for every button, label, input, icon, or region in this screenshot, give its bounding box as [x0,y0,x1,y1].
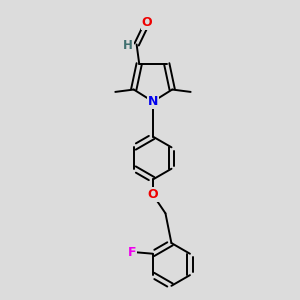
Text: N: N [148,95,158,108]
Text: F: F [128,246,136,259]
Text: O: O [148,188,158,201]
Text: O: O [142,16,152,29]
Text: H: H [123,40,133,52]
